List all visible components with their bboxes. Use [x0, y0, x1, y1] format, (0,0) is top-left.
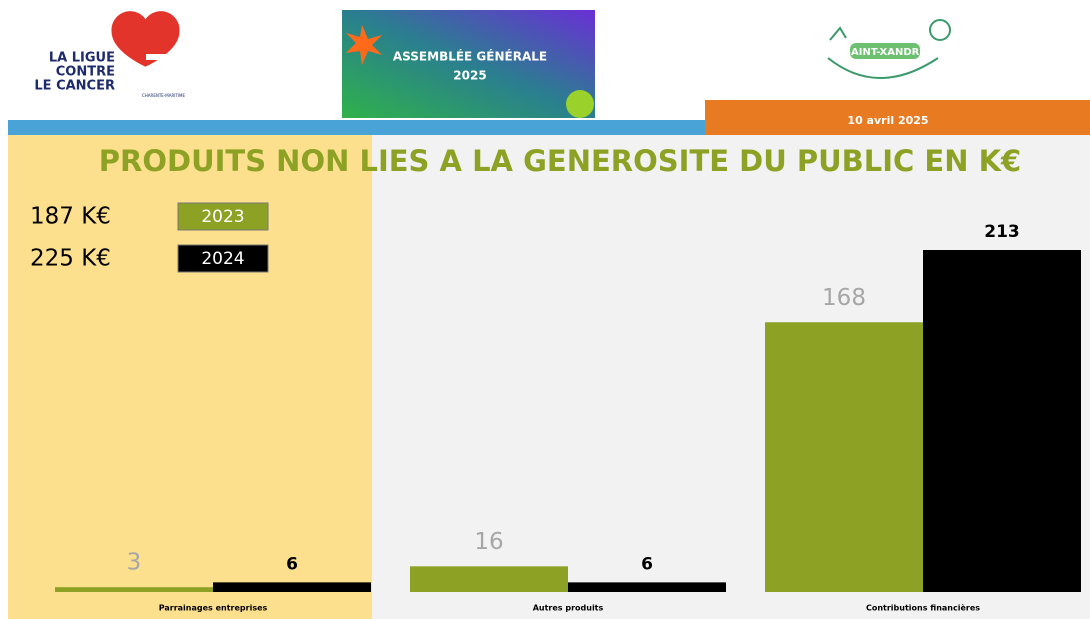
logo-text: SAINT-XANDRE: [844, 47, 927, 58]
legend-swatch: [177, 202, 269, 231]
value-label: 3: [127, 550, 142, 576]
value-label: 213: [984, 222, 1020, 242]
banner: [342, 10, 595, 118]
logo-subtext: CHARENTE-MARITIME: [142, 93, 185, 98]
value-label: 6: [641, 554, 653, 574]
banner-text: 2025: [453, 69, 486, 83]
banner-star: [346, 25, 382, 65]
logo-text: CONTRE: [56, 65, 115, 80]
value-label: 6: [286, 554, 298, 574]
bar: [55, 587, 213, 592]
header-band: [8, 120, 705, 135]
chart-title: PRODUITS NON LIES A LA GENEROSITE DU PUB…: [99, 144, 1021, 178]
date: 10 avril 2025: [847, 114, 928, 127]
value-label: 16: [474, 529, 503, 555]
x-tick-label: Contributions financières: [866, 603, 980, 613]
logo-text: LA LIGUE: [49, 51, 115, 66]
bar: [765, 322, 923, 592]
x-tick-label: Parrainages entreprises: [159, 604, 268, 613]
chart: 187 K€ 2023 225 K€ 2024 3 6 Parrainages entrep…: [30, 202, 1081, 613]
bar: [568, 582, 726, 592]
logo-right: SAINT-XANDRE: [827, 19, 951, 79]
bar: [410, 566, 568, 592]
banner-sun: [566, 90, 594, 118]
legend-total: 225 K€: [30, 246, 111, 272]
bar: [213, 582, 371, 592]
legend-label: 2024: [201, 249, 244, 269]
logo-left: LA LIGUE CONTRE LE CANCER CHARENTE-MARIT…: [34, 11, 185, 98]
heart-stripe: [146, 54, 168, 60]
legend-label: 2023: [201, 207, 244, 227]
date-box: [705, 100, 1090, 135]
heart: [111, 11, 180, 67]
x-tick-label: Autres produits: [533, 604, 604, 613]
banner-text: ASSEMBLÉE GÉNÉRALE: [393, 49, 547, 64]
legend-swatch: [177, 244, 269, 273]
value-label: 168: [822, 285, 866, 311]
bar: [923, 250, 1081, 592]
legend-total: 187 K€: [30, 204, 111, 230]
heart-stripe: [146, 66, 168, 72]
logo-text: LE CANCER: [34, 79, 115, 94]
